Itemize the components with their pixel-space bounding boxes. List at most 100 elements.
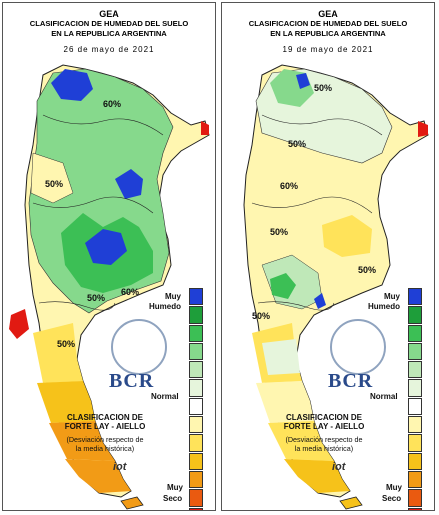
legend-swatch — [189, 489, 203, 507]
very-wet-center — [85, 229, 127, 265]
legend-swatch — [408, 397, 422, 416]
legend-swatch — [408, 342, 422, 361]
contour-label: 50% — [57, 339, 76, 349]
dry-northwest — [30, 152, 74, 204]
legend-swatch — [189, 361, 203, 379]
legend-very-dry-label: Muy — [167, 483, 183, 492]
map-date: 19 de mayo de 2021 — [282, 45, 374, 54]
legend-swatch — [408, 507, 422, 510]
very-wet-north — [51, 69, 93, 101]
bcr-seal-icon — [111, 319, 167, 375]
bcr-logo: BCR — [328, 370, 374, 392]
contour-line — [251, 196, 373, 214]
legend-swatch — [408, 361, 422, 379]
classification-line-2: FORTE LAY - AIELLO — [283, 422, 365, 431]
tierra-del-fuego — [339, 496, 363, 510]
dry-center — [322, 215, 372, 257]
contour-line — [257, 301, 335, 311]
classification-line-1: CLASIFICACION DE — [286, 413, 362, 422]
very-dry-east — [418, 121, 428, 137]
legend-swatch — [408, 452, 422, 470]
contour-label: 50% — [288, 139, 307, 149]
map-subtitle: EN LA REPUBLICA ARGENTINA — [51, 29, 167, 38]
legend-swatch — [408, 470, 422, 489]
contour-label: 60% — [280, 181, 299, 191]
legend-swatch — [408, 416, 422, 434]
classification-title: CLASIFICACION DE FORTE LAY - AIELLO — [45, 413, 165, 431]
very-wet-east — [115, 169, 143, 199]
contour-label: 50% — [45, 179, 64, 189]
very-dry-east — [201, 121, 209, 135]
moderate-patagonia — [262, 339, 300, 375]
map-date: 26 de mayo de 2021 — [63, 45, 155, 54]
legend-swatch — [189, 416, 203, 434]
contour-line — [42, 114, 164, 136]
legend-swatch — [408, 306, 422, 324]
contour-label: 60% — [121, 287, 140, 297]
deviation-line-1: (Desviación respecto de — [285, 435, 363, 444]
wet-core — [270, 273, 296, 299]
legend-dry-label: Seco — [382, 494, 402, 503]
contour-label: 50% — [270, 227, 289, 237]
map-title: CLASIFICACION DE HUMEDAD DEL SUELO — [248, 19, 408, 28]
legend-normal-label: Normal — [151, 392, 179, 401]
legend-wet-label: Humedo — [149, 302, 181, 311]
legend-swatch — [408, 379, 422, 397]
deviation-note: (Desviación respecto de la media históri… — [262, 435, 386, 453]
signature: iot — [113, 461, 127, 473]
legend-swatch — [189, 507, 203, 510]
legend-swatch — [189, 470, 203, 489]
legend-swatch — [408, 324, 422, 342]
argentina-moisture-map — [243, 64, 429, 510]
contour-label: 60% — [103, 99, 122, 109]
signature: iot — [332, 461, 346, 473]
legend-swatch — [189, 452, 203, 470]
contour-label: 50% — [314, 83, 333, 93]
legend-swatch — [408, 434, 422, 452]
dry-band-2 — [256, 381, 314, 423]
dry-band-4 — [284, 459, 350, 493]
classification-line-1: CLASIFICACION DE — [67, 413, 143, 422]
legend-wet-label: Humedo — [368, 302, 400, 311]
moisture-legend — [408, 288, 424, 510]
dry-band-2 — [37, 381, 95, 423]
contour-line — [261, 114, 383, 136]
map-title-gea: GEA — [99, 9, 119, 19]
very-wet-north — [296, 73, 310, 89]
classification-title: CLASIFICACION DE FORTE LAY - AIELLO — [264, 413, 384, 431]
legend-swatch — [189, 397, 203, 416]
very-dry-west — [9, 309, 29, 339]
contour-label: 50% — [358, 265, 377, 275]
legend-swatch — [189, 434, 203, 452]
map-panel-left: GEA CLASIFICACION DE HUMEDAD DEL SUELO E… — [2, 2, 216, 511]
legend-swatch — [408, 288, 422, 306]
deviation-line-1: (Desviación respecto de — [66, 435, 144, 444]
contour-label: 50% — [252, 311, 271, 321]
moisture-legend — [189, 288, 205, 510]
legend-very-wet-label: Muy — [384, 292, 400, 301]
bcr-seal-icon — [330, 319, 386, 375]
map-panel-right: GEA CLASIFICACION DE HUMEDAD DEL SUELO E… — [221, 2, 435, 511]
dry-band-4 — [65, 459, 131, 493]
legend-swatch — [189, 288, 203, 306]
legend-swatch — [189, 306, 203, 324]
very-wet-coast — [314, 293, 326, 309]
argentina-moisture-map — [9, 64, 210, 510]
contour-line — [32, 196, 154, 214]
dry-band-3 — [268, 421, 334, 461]
dry-band-1 — [33, 323, 83, 383]
deviation-line-2: la media histórica) — [75, 444, 135, 453]
legend-swatch — [189, 324, 203, 342]
classification-line-2: FORTE LAY - AIELLO — [64, 422, 146, 431]
bcr-logo: BCR — [109, 370, 155, 392]
dry-band-3 — [49, 421, 115, 461]
legend-normal-label: Normal — [370, 392, 398, 401]
map-subtitle: EN LA REPUBLICA ARGENTINA — [270, 29, 386, 38]
legend-swatch — [408, 489, 422, 507]
legend-dry-label: Seco — [163, 494, 183, 503]
contour-label: 50% — [87, 293, 106, 303]
contour-line — [38, 301, 116, 311]
legend-swatch — [189, 342, 203, 361]
deviation-note: (Desviación respecto de la media históri… — [43, 435, 167, 453]
map-title: CLASIFICACION DE HUMEDAD DEL SUELO — [29, 19, 189, 28]
